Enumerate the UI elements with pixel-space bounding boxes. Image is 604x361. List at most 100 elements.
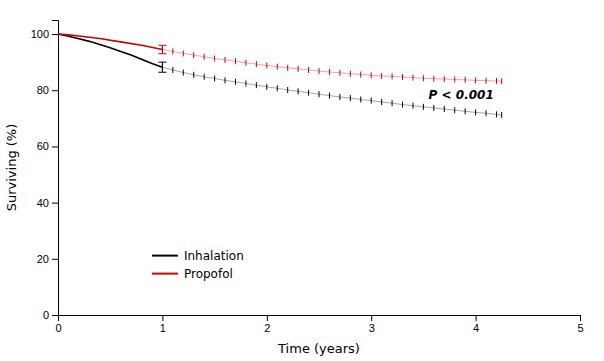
marks [58, 34, 502, 118]
censor-mark [319, 68, 320, 74]
tick: 60 [37, 140, 58, 152]
censor-mark [204, 54, 205, 60]
tick-label: 0 [43, 309, 49, 321]
series [162, 47, 501, 85]
censor-mark [172, 67, 173, 73]
censor-mark [235, 79, 236, 85]
tick-mark [267, 315, 268, 321]
censor-mark [454, 77, 455, 83]
censor-mark [183, 50, 184, 56]
tick-mark [476, 315, 477, 321]
y-axis: 020406080100 [31, 21, 59, 322]
censor-mark [256, 61, 257, 67]
tick-label: 60 [37, 140, 49, 152]
tick-label: 2 [264, 322, 270, 334]
censor-mark [423, 75, 424, 81]
censor-mark [193, 72, 194, 78]
censor-mark [214, 55, 215, 61]
censor-mark [214, 75, 215, 81]
censor-mark [496, 111, 497, 117]
censor-mark [298, 88, 299, 94]
censor-mark [225, 77, 226, 83]
series-line [58, 34, 162, 67]
error-bar-cap [158, 62, 166, 63]
tick: 20 [37, 253, 58, 265]
tick: 2 [264, 315, 270, 334]
censor-mark [329, 69, 330, 75]
tick: 40 [37, 197, 58, 209]
censor-mark [402, 102, 403, 108]
censor-mark [256, 82, 257, 88]
censor-mark [454, 107, 455, 113]
censor-mark [266, 63, 267, 69]
censor-mark [371, 72, 372, 78]
tick: 4 [473, 315, 479, 334]
tick-label: 1 [160, 322, 166, 334]
censor-mark [183, 70, 184, 76]
tick-mark [52, 203, 58, 204]
censor-mark [162, 64, 163, 70]
censor-mark [381, 73, 382, 79]
censor-mark [308, 90, 309, 96]
censor-mark [444, 106, 445, 112]
censor-mark [381, 99, 382, 105]
legend-label: Propofol [184, 267, 233, 281]
tick-mark [580, 315, 581, 321]
tick-label: 4 [473, 322, 479, 334]
censor-mark [433, 76, 434, 82]
censor-mark [486, 110, 487, 116]
tick-mark [52, 146, 58, 147]
censor-mark [423, 104, 424, 110]
censor-mark [277, 64, 278, 70]
censor-mark [465, 108, 466, 114]
error-bar [158, 45, 166, 53]
x-axis: 0 1 2 3 4 5 [55, 315, 583, 334]
censor-mark [245, 60, 246, 66]
axis-line [59, 316, 581, 322]
censor-mark [350, 95, 351, 101]
censor-mark [360, 97, 361, 103]
censor-mark [162, 47, 163, 53]
censor-mark [501, 112, 502, 118]
censor-mark [486, 78, 487, 84]
censor-mark [319, 91, 320, 97]
censor-mark [204, 74, 205, 80]
censor-mark [412, 75, 413, 81]
censor-mark [193, 52, 194, 58]
censor-mark [308, 67, 309, 73]
tick-label: 20 [37, 253, 49, 265]
censor-mark [412, 103, 413, 109]
tick: 5 [577, 315, 583, 334]
tick-mark [162, 315, 163, 321]
tick-label: 0 [55, 322, 61, 334]
tick-label: 3 [369, 322, 375, 334]
series [58, 34, 166, 72]
tick-label: 5 [577, 322, 583, 334]
series-line [162, 67, 501, 115]
tick-mark [52, 90, 58, 91]
censor-mark [501, 78, 502, 84]
annotation: P < 0.001 [429, 88, 494, 102]
tick: 0 [43, 309, 58, 321]
tick-mark [371, 315, 372, 321]
censor-mark [339, 94, 340, 100]
censor-mark [329, 93, 330, 99]
error-bar [158, 62, 166, 72]
tick-label: 40 [37, 197, 49, 209]
tick-mark [52, 34, 58, 35]
legend-swatch [152, 255, 178, 257]
tick: 80 [37, 84, 58, 96]
tick-mark [52, 315, 58, 316]
series [58, 34, 166, 54]
censor-mark [402, 74, 403, 80]
censor-mark [444, 76, 445, 82]
legend-label: Inhalation [184, 249, 244, 263]
error-bar-stem [162, 62, 163, 72]
tick: 3 [369, 315, 375, 334]
error-bar-cap [158, 72, 166, 73]
tick: 0 [55, 315, 61, 334]
error-bar-cap [158, 53, 166, 54]
censor-mark [360, 72, 361, 78]
axis-line [52, 21, 59, 316]
error-bar-stem [162, 45, 163, 53]
